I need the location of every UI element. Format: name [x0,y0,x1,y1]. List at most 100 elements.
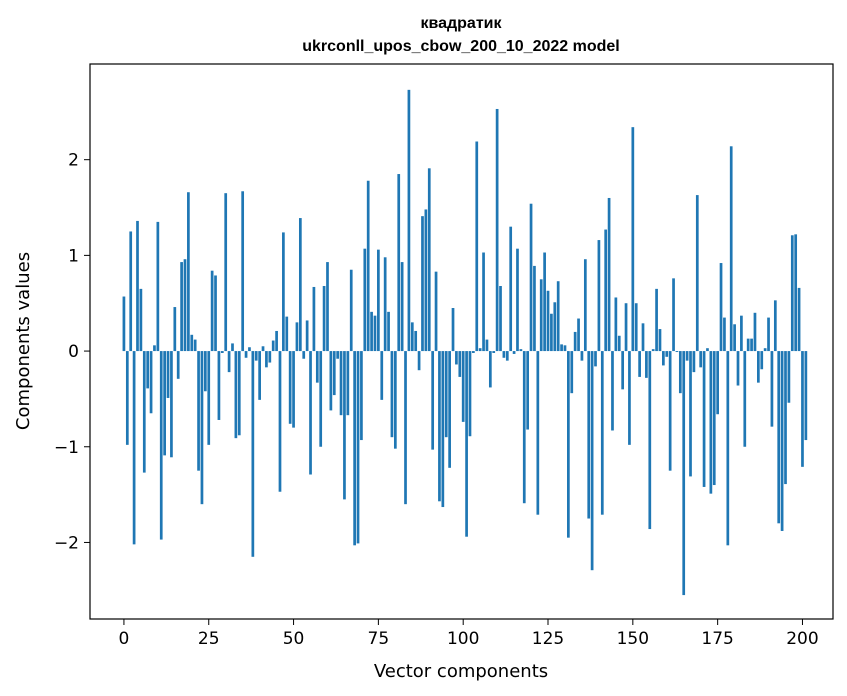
bar-46 [278,351,282,492]
bar-98 [455,351,458,365]
bar-85 [410,322,414,352]
bar-179 [729,146,733,352]
bar-146 [617,335,621,352]
bar-104 [475,141,479,352]
chart-title-line-1: квадратик [420,15,502,32]
bar-59 [322,286,326,352]
bar-176 [719,263,723,352]
bar-91 [431,351,435,450]
bar-74 [373,315,377,352]
bar-148 [624,303,628,352]
bar-121 [533,265,536,352]
bar-183 [743,351,747,447]
bar-61 [329,351,333,411]
bar-86 [414,330,418,352]
bar-170 [699,351,703,368]
bar-129 [560,344,563,352]
bar-69 [356,351,360,544]
bar-184 [746,338,750,352]
x-tick-label: 100 [447,629,479,649]
bar-189 [763,348,767,352]
bar-151 [634,303,638,352]
bar-186 [753,312,757,352]
bar-169 [695,195,699,352]
bar-134 [577,318,580,352]
bar-160 [665,351,669,357]
y-tick-label: 0 [68,342,79,362]
bar-182 [740,315,743,352]
bar-174 [712,351,716,486]
bar-42 [265,351,268,368]
bar-147 [621,351,625,390]
bar-56 [312,286,316,352]
bar-177 [723,317,726,352]
bar-39 [254,351,258,361]
x-tick-label: 50 [283,629,305,649]
bar-51 [295,322,299,352]
bar-145 [614,297,618,352]
bar-73 [370,311,373,352]
bar-132 [570,351,574,394]
bar-102 [468,351,472,437]
bar-67 [349,269,353,352]
bar-75 [377,249,380,352]
bar-92 [434,271,438,352]
bar-97 [451,308,455,352]
bar-58 [319,351,323,447]
bar-54 [305,320,309,352]
bar-193 [777,351,781,524]
bar-71 [363,248,367,352]
x-tick-label: 175 [701,629,733,649]
bar-115 [512,351,516,354]
bar-108 [488,351,492,388]
bar-62 [332,351,336,396]
y-tick-label: −1 [54,438,79,458]
bar-109 [492,351,496,353]
bar-201 [804,351,808,441]
bar-28 [217,351,221,420]
bar-1 [125,351,129,445]
bar-116 [516,248,519,352]
bar-87 [417,351,421,371]
bar-195 [784,351,787,485]
bar-103 [472,351,475,353]
bar-162 [672,278,675,352]
bar-81 [397,174,401,352]
bar-64 [339,351,343,416]
bar-150 [631,127,635,352]
bar-144 [611,351,614,431]
bar-122 [536,351,540,515]
bar-17 [180,262,183,352]
bar-172 [706,348,709,352]
bar-79 [390,351,394,438]
bar-133 [573,331,577,352]
bar-118 [522,351,526,504]
bar-10 [156,221,160,352]
bar-105 [478,348,482,352]
bar-167 [689,351,692,477]
bar-136 [583,259,587,352]
bar-9 [153,345,156,352]
bar-29 [220,351,224,353]
bar-63 [336,351,340,359]
bar-19 [187,192,190,352]
bar-99 [458,351,462,377]
bar-6 [142,351,146,473]
bar-22 [197,351,200,471]
bar-27 [214,275,217,352]
bar-4 [136,220,139,352]
bar-106 [482,252,485,352]
bar-13 [166,351,170,398]
bar-15 [173,307,177,352]
bar-14 [170,351,173,458]
bar-48 [285,316,289,352]
x-tick-label: 200 [786,629,818,649]
bar-135 [580,351,584,361]
bar-152 [638,351,641,377]
bar-94 [441,351,445,508]
bar-23 [200,351,204,505]
x-tick-label: 125 [532,629,564,649]
bar-159 [662,351,665,366]
bar-33 [234,351,238,439]
